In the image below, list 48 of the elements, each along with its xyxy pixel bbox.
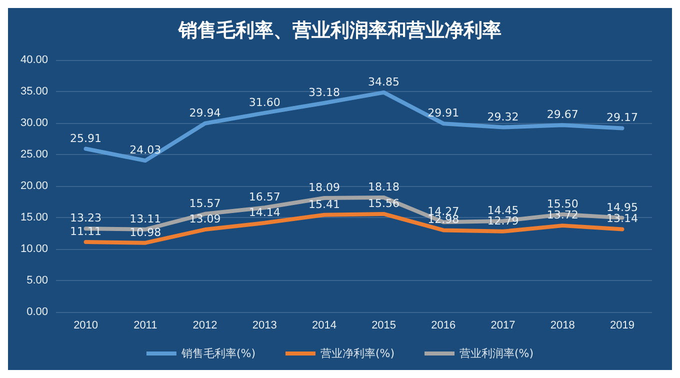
- data-label: 18.18: [368, 180, 400, 194]
- data-label: 14.45: [487, 204, 519, 217]
- data-label: 29.32: [487, 110, 519, 124]
- chart-title: 销售毛利率、营业利润率和营业净利率: [178, 20, 502, 42]
- data-label: 11.11: [70, 225, 102, 238]
- data-label: 14.95: [606, 200, 638, 214]
- data-label: 15.56: [368, 196, 400, 210]
- x-tick-label: 2011: [134, 320, 158, 332]
- data-label: 13.11: [130, 212, 162, 226]
- data-label: 13.09: [189, 212, 221, 226]
- data-label: 31.60: [248, 96, 280, 109]
- data-label: 18.09: [308, 181, 340, 194]
- data-label: 29.91: [428, 106, 460, 120]
- y-tick-label: 15.00: [20, 212, 48, 224]
- data-label: 13.23: [70, 212, 102, 225]
- y-tick-label: 30.00: [20, 117, 48, 129]
- y-tick-label: 5.00: [26, 274, 48, 286]
- x-tick-label: 2014: [312, 320, 336, 332]
- x-tick-label: 2010: [74, 320, 98, 332]
- x-tick-label: 2015: [372, 320, 396, 332]
- x-tick-label: 2019: [610, 320, 634, 332]
- data-label: 34.85: [368, 75, 400, 88]
- y-tick-label: 40.00: [20, 54, 48, 66]
- x-tick-label: 2012: [192, 320, 218, 332]
- x-tick-label: 2016: [431, 320, 456, 332]
- data-label: 24.03: [130, 144, 162, 157]
- x-tick-label: 2018: [550, 320, 575, 332]
- data-label: 15.50: [546, 197, 578, 210]
- y-tick-label: 0.00: [26, 306, 48, 318]
- legend-label: 销售毛利率(%): [180, 347, 256, 360]
- y-tick-label: 35.00: [20, 86, 48, 98]
- y-tick-label: 10.00: [20, 243, 48, 255]
- data-label: 16.57: [248, 190, 280, 204]
- data-label: 29.17: [606, 111, 638, 124]
- data-label: 13.14: [606, 212, 638, 226]
- data-label: 15.57: [189, 196, 221, 210]
- legend-label: 营业利润率(%): [460, 347, 534, 360]
- x-tick-label: 2013: [252, 320, 277, 332]
- data-label: 25.91: [70, 132, 102, 145]
- y-tick-label: 20.00: [20, 180, 48, 192]
- data-label: 33.18: [308, 86, 340, 99]
- x-tick-label: 2017: [490, 320, 516, 332]
- y-tick-label: 25.00: [20, 148, 48, 160]
- data-label: 15.41: [308, 198, 340, 211]
- data-label: 14.14: [248, 206, 280, 219]
- legend-label: 营业净利率(%): [320, 347, 395, 360]
- data-label: 29.67: [546, 108, 578, 122]
- data-label: 29.94: [189, 106, 221, 120]
